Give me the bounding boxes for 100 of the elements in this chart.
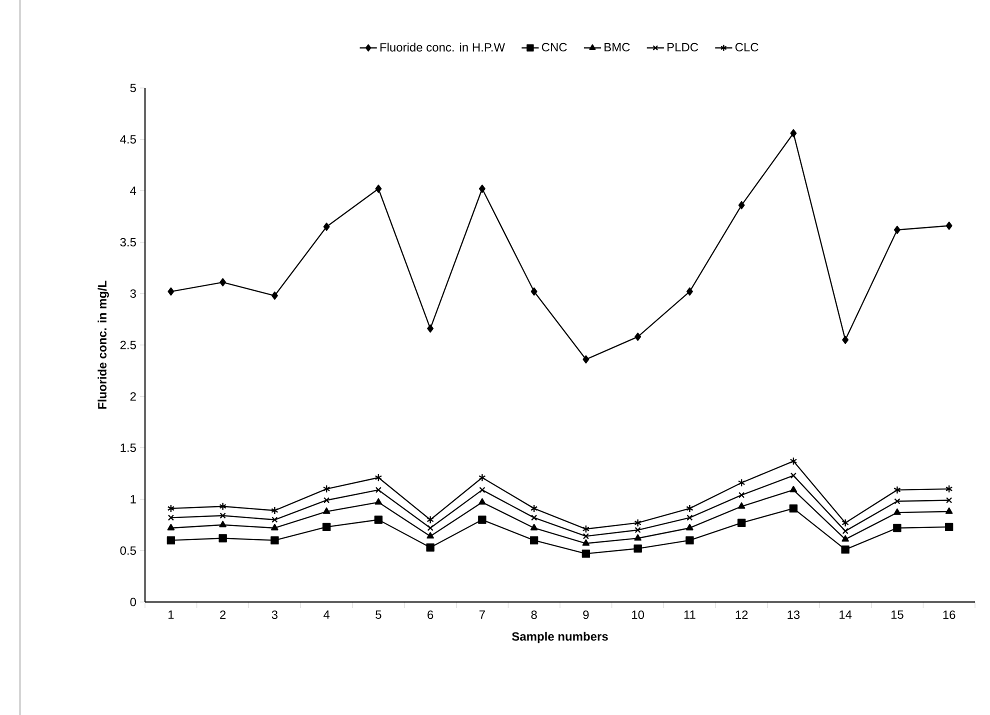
point	[790, 486, 798, 492]
point	[530, 524, 538, 530]
point	[478, 516, 486, 524]
x-tick-label: 6	[428, 610, 434, 620]
point	[894, 486, 901, 494]
point	[478, 498, 486, 505]
point	[946, 222, 952, 230]
point	[894, 498, 900, 504]
x-axis-title: Sample numbers	[512, 632, 608, 644]
x-tick-label: 7	[479, 610, 485, 619]
x-tick-label: 12	[736, 610, 748, 619]
point	[737, 518, 746, 527]
y-tick-label: 3.5	[120, 238, 136, 246]
point	[168, 287, 174, 296]
y-tick-label: 4.5	[120, 135, 136, 144]
point	[426, 516, 434, 524]
point	[894, 226, 900, 234]
point	[323, 497, 330, 504]
x-tick-label: 16	[943, 610, 956, 620]
x-tick-label: 10	[632, 610, 644, 620]
point	[634, 526, 641, 534]
point	[530, 287, 538, 296]
x-tick-label: 1	[168, 610, 174, 619]
point	[479, 486, 486, 494]
point	[686, 514, 693, 521]
point	[946, 497, 952, 504]
y-tick-label: 0	[130, 598, 136, 606]
point	[686, 536, 694, 544]
point	[166, 536, 176, 544]
point	[634, 332, 642, 341]
point	[789, 504, 798, 513]
point	[220, 278, 226, 286]
point	[322, 507, 330, 514]
x-tick-label: 13	[788, 610, 800, 620]
point	[738, 478, 746, 487]
y-tick-label: 0.5	[120, 546, 136, 555]
x-tick-label: 8	[531, 610, 537, 620]
point	[427, 524, 434, 532]
point	[582, 355, 590, 364]
point	[790, 457, 798, 466]
legend-label: Fluoride conc. in H.P.W	[380, 42, 506, 52]
point	[790, 129, 797, 138]
point	[270, 536, 279, 544]
x-tick-label: 14	[840, 610, 852, 619]
point	[426, 543, 434, 552]
point	[323, 222, 330, 231]
point	[842, 535, 849, 542]
y-axis-title: Fluoride conc. in mg/L	[98, 280, 109, 409]
point	[478, 474, 486, 482]
point	[842, 336, 849, 344]
legend-label: CNC	[542, 42, 567, 52]
point	[686, 287, 693, 296]
point	[375, 486, 382, 494]
point	[738, 502, 746, 509]
point	[738, 201, 745, 210]
y-tick-label: 1.5	[120, 444, 136, 452]
x-tick-label: 3	[272, 610, 278, 620]
point	[944, 522, 954, 532]
point	[582, 533, 590, 540]
point	[790, 472, 797, 479]
point	[945, 484, 953, 494]
point	[272, 516, 278, 523]
point	[322, 484, 330, 494]
point	[219, 520, 226, 528]
x-tick-label: 9	[583, 610, 589, 620]
point	[271, 506, 278, 515]
point	[686, 504, 694, 513]
point	[322, 522, 331, 532]
point	[530, 514, 538, 521]
x-tick-label: 11	[684, 610, 696, 619]
point	[374, 498, 382, 505]
point	[167, 524, 175, 530]
point	[427, 324, 434, 333]
legend-label: PLDC	[668, 42, 698, 52]
y-tick-label: 4	[130, 186, 136, 195]
legend-label: CLC	[735, 42, 758, 52]
x-tick-label: 2	[220, 610, 226, 619]
point	[634, 544, 642, 553]
point	[218, 534, 227, 542]
x-tick-label: 4	[324, 610, 330, 619]
y-tick-label: 5	[130, 84, 136, 92]
point	[271, 524, 278, 530]
y-tick-label: 3	[130, 289, 136, 298]
point	[893, 524, 902, 532]
point	[220, 512, 226, 519]
point	[582, 524, 590, 534]
point	[271, 292, 278, 300]
point	[582, 550, 590, 558]
point	[894, 508, 901, 515]
point	[167, 504, 175, 513]
point	[374, 516, 383, 524]
point	[168, 514, 174, 521]
y-tick-label: 2	[130, 392, 136, 401]
x-tick-label: 15	[891, 610, 904, 619]
point	[686, 524, 694, 530]
point	[634, 518, 642, 527]
point	[738, 492, 745, 498]
point	[842, 528, 848, 534]
point	[530, 504, 538, 513]
legend-label: BMC	[604, 42, 630, 52]
